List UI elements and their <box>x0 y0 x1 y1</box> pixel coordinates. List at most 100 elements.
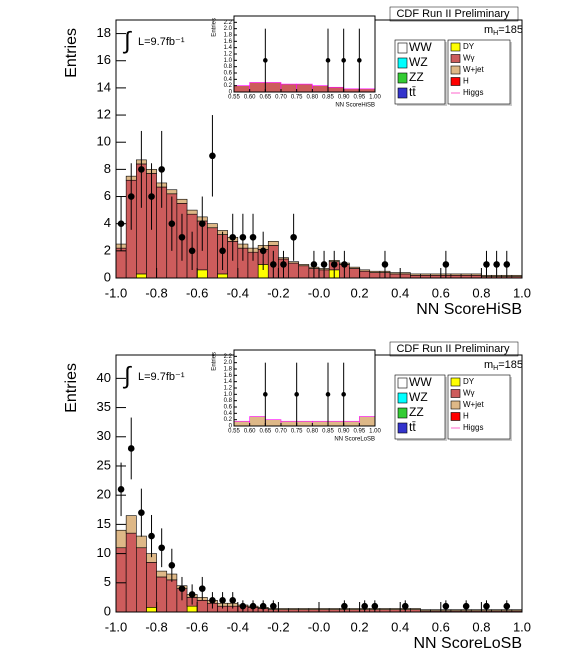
legend-label: Wγ <box>463 389 475 398</box>
hist-bar <box>146 562 157 608</box>
legend-label: Wγ <box>463 54 475 63</box>
x-axis-label: NN ScoreLoSB <box>414 635 523 652</box>
hist-bar <box>136 535 147 549</box>
legend-label: Higgs <box>463 423 483 432</box>
inset-point <box>341 58 346 63</box>
legend-swatch <box>397 87 408 99</box>
inset-x-tick-label: 0.80 <box>306 95 318 101</box>
y-tick-label: 40 <box>97 370 111 385</box>
hist-bar <box>186 605 198 613</box>
legend-swatch <box>397 407 408 419</box>
hist-bar <box>359 269 371 272</box>
inset-bar <box>265 82 282 93</box>
integral-sign: ∫ <box>122 27 132 54</box>
data-point <box>280 261 287 268</box>
hist-bar <box>389 273 401 279</box>
inset-bar <box>249 82 266 93</box>
y-axis-label: Entries <box>63 28 80 78</box>
data-point <box>320 261 328 268</box>
hist-bar <box>308 608 320 610</box>
inset-bar <box>296 83 313 93</box>
data-point <box>462 602 470 610</box>
inset-x-tick-label: 0.75 <box>291 429 303 435</box>
inset-bar <box>280 83 297 93</box>
y-tick-label: 30 <box>97 428 111 443</box>
legend-label: DY <box>463 377 475 386</box>
data-point <box>168 220 176 227</box>
inset-bar <box>265 419 282 427</box>
inset-y-tick-label: 1.2 <box>224 386 233 392</box>
inset-point <box>357 58 362 63</box>
data-point <box>503 602 511 610</box>
legend-swatch <box>450 65 461 75</box>
hist-bar <box>156 570 168 578</box>
mass-label-part: =185 <box>498 359 523 371</box>
y-axis-label: Entries <box>63 363 80 413</box>
inset-y-tick-label: 0.6 <box>224 405 233 411</box>
inset-x-tick-label: 1.00 <box>369 429 381 435</box>
inset-y-label: Entries <box>212 18 218 37</box>
data-point <box>178 585 186 592</box>
hist-bar <box>420 609 431 612</box>
chart-title: CDF Run II Preliminary <box>396 8 510 20</box>
data-point <box>401 602 409 610</box>
y-tick-label: 2 <box>104 242 111 257</box>
inset-background <box>234 16 375 92</box>
hist-bar <box>379 608 391 610</box>
legend-swatch <box>450 42 461 52</box>
data-point <box>330 261 338 268</box>
hist-bar <box>278 608 289 610</box>
inset-y-tick-label: 0.6 <box>224 71 233 77</box>
inset-bar <box>233 85 250 93</box>
hist-bar <box>450 609 462 612</box>
y-tick-label: 12 <box>97 106 111 121</box>
data-point <box>158 544 165 552</box>
inset-bar <box>312 85 329 93</box>
inset-y-tick-label: 2.2 <box>224 20 233 26</box>
hist-bar <box>410 273 421 276</box>
inset-x-tick-label: 0.65 <box>259 429 271 435</box>
legend-label: Higgs <box>463 88 483 97</box>
hist-bar <box>166 189 178 195</box>
x-tick-label: -1.0 <box>105 619 127 634</box>
data-point <box>188 591 196 598</box>
legend-label: WZ <box>409 55 428 69</box>
mass-label-part: H <box>493 30 498 37</box>
data-point <box>198 220 206 227</box>
inset-y-tick-label: 0.8 <box>224 64 233 70</box>
data-point <box>178 233 186 241</box>
inset-bar <box>280 420 297 427</box>
inset-y-tick-label: 0.2 <box>224 83 233 89</box>
y-tick-label: 18 <box>97 25 111 40</box>
data-point <box>219 597 226 604</box>
mass-label-part: =185 <box>498 24 523 36</box>
x-tick-label: 1.0 <box>513 285 531 300</box>
hist-bar <box>389 608 401 610</box>
x-tick-label: -0.6 <box>186 619 208 634</box>
inset-x-tick-label: 0.65 <box>259 95 271 101</box>
hist-bar <box>176 198 188 204</box>
legend-swatch <box>397 72 408 84</box>
hist-bar <box>420 273 431 276</box>
inset-y-label: Entries <box>212 352 218 371</box>
legend-swatch <box>450 400 461 410</box>
data-point <box>209 152 216 160</box>
legend-swatch <box>450 54 461 63</box>
data-point <box>442 261 450 268</box>
x-axis-label: NN ScoreHiSB <box>416 301 522 318</box>
data-point <box>341 602 348 610</box>
y-tick-label: 35 <box>97 399 111 414</box>
inset-y-tick-label: 0.2 <box>224 417 233 423</box>
y-tick-label: 0 <box>104 603 111 618</box>
hist-bar <box>298 264 310 267</box>
inset-bar <box>233 420 250 427</box>
inset-y-tick-label: 1.2 <box>224 52 233 58</box>
chart-title: CDF Run II Preliminary <box>396 343 510 355</box>
hist-bar <box>288 608 299 610</box>
data-point <box>229 233 237 241</box>
inset-point <box>263 58 268 63</box>
x-tick-label: -0.2 <box>267 285 289 300</box>
hist-bar <box>369 270 381 273</box>
hist-bar <box>460 273 472 276</box>
inset-y-tick-label: 2.0 <box>224 26 233 32</box>
